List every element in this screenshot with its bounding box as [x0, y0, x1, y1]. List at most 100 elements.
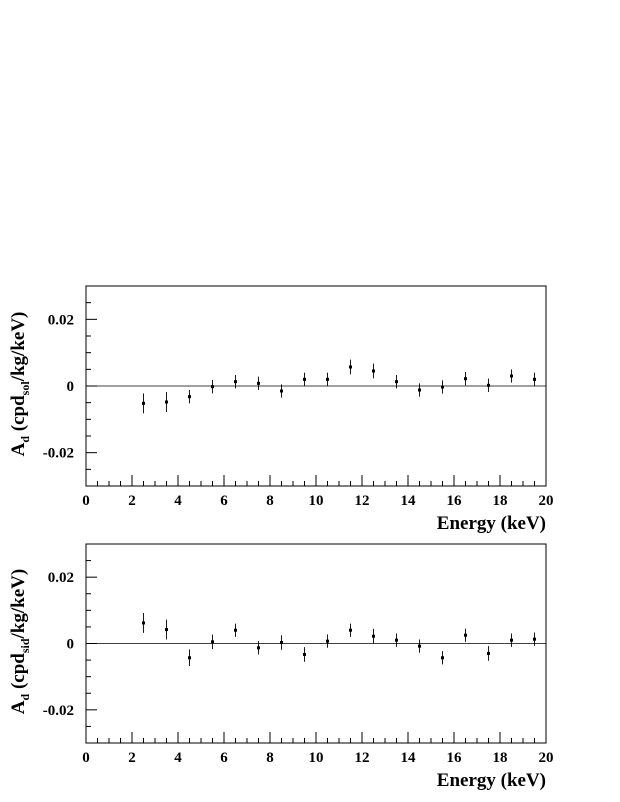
x-axis-title: Energy (keV)	[437, 513, 546, 534]
y-tick-label: 0.02	[48, 312, 74, 328]
y-axis-title-subscript: sol	[18, 381, 32, 396]
data-marker	[487, 651, 490, 655]
data-point	[372, 363, 375, 379]
data-marker	[464, 377, 467, 381]
data-marker	[142, 621, 145, 625]
x-tick-label: 8	[266, 750, 274, 766]
x-tick-label: 4	[174, 750, 182, 766]
data-marker	[372, 634, 375, 638]
x-tick-label: 2	[128, 750, 136, 766]
data-point	[142, 612, 145, 633]
x-tick-label: 14	[401, 493, 417, 509]
data-marker	[395, 638, 398, 642]
data-point	[326, 634, 329, 648]
x-tick-label: 0	[82, 493, 90, 509]
x-tick-label: 10	[309, 750, 324, 766]
chart-panel-2: 0 2 4 6 8 10 12 14 16 18 20 -0.02 0 0.02 Energy (keV) A…	[8, 543, 554, 791]
data-point	[188, 390, 191, 404]
data-point	[280, 384, 283, 398]
data-marker	[418, 644, 421, 648]
data-point	[280, 635, 283, 650]
data-marker	[349, 365, 352, 369]
x-tick-label: 6	[220, 750, 228, 766]
data-point	[487, 378, 490, 392]
data-marker	[211, 640, 214, 644]
data-point	[234, 623, 237, 637]
data-point	[441, 380, 444, 394]
data-point	[395, 633, 398, 647]
data-point	[142, 393, 145, 414]
data-point	[395, 375, 398, 389]
x-tick-label: 4	[174, 493, 182, 509]
y-tick-label: 0	[67, 637, 75, 653]
y-tick-label: 0	[67, 379, 75, 395]
data-point	[487, 646, 490, 661]
y-axis-title: Ad (cpdsol/kg/keV)	[8, 312, 32, 457]
x-tick-label: 6	[220, 493, 228, 509]
data-marker	[418, 388, 421, 392]
x-tick-label: 2	[128, 493, 136, 509]
x-tick-label: 12	[355, 493, 370, 509]
data-marker	[257, 646, 260, 650]
data-point	[211, 634, 214, 650]
y-tick-label: -0.02	[43, 446, 74, 462]
data-marker	[510, 638, 513, 642]
data-point	[464, 628, 467, 642]
x-tick-label: 20	[539, 750, 554, 766]
data-point	[326, 372, 329, 386]
y-axis-title-part: /kg/keV)	[8, 312, 29, 383]
data-point	[165, 619, 168, 640]
data-point	[418, 639, 421, 653]
x-tick-label: 20	[539, 493, 554, 509]
data-point	[533, 632, 536, 646]
data-point	[510, 369, 513, 383]
x-axis-title: Energy (keV)	[437, 770, 546, 791]
x-tick-label: 18	[493, 493, 508, 509]
x-tick-label: 10	[309, 493, 324, 509]
data-point	[257, 376, 260, 390]
y-axis-title-subscript: sid	[18, 638, 32, 653]
data-marker	[165, 628, 168, 632]
data-point	[441, 651, 444, 665]
data-marker	[395, 380, 398, 384]
data-point	[349, 359, 352, 375]
data-marker	[188, 395, 191, 399]
x-tick-label: 8	[266, 493, 274, 509]
data-marker	[510, 374, 513, 378]
data-point	[211, 380, 214, 394]
data-marker	[487, 383, 490, 387]
chart-panel-1: 0 2 4 6 8 10 12 14 16 18 20 -0.02 0 0.02 Energy (keV) A…	[8, 285, 554, 534]
x-tick-label: 16	[447, 750, 463, 766]
data-marker	[211, 385, 214, 389]
y-axis-title-subscript: d	[18, 436, 32, 443]
y-axis-title-part: (cpd	[8, 395, 29, 436]
data-point	[533, 372, 536, 386]
data-point	[464, 372, 467, 386]
data-marker	[441, 385, 444, 389]
x-tick-label: 16	[447, 493, 463, 509]
y-tick-label: -0.02	[43, 703, 74, 719]
y-axis-title-part: A	[8, 700, 29, 714]
data-marker	[441, 656, 444, 660]
data-marker	[533, 377, 536, 381]
y-axis-title-part: A	[8, 442, 29, 456]
data-marker	[464, 633, 467, 637]
data-marker	[188, 656, 191, 660]
data-point	[188, 649, 191, 667]
data-marker	[234, 380, 237, 384]
y-axis-title: Ad (cpdsid/kg/keV)	[8, 569, 32, 714]
y-tick-label: 0.02	[48, 570, 74, 586]
data-marker	[533, 637, 536, 641]
data-marker	[280, 641, 283, 645]
y-axis-title-subscript: d	[18, 693, 32, 700]
data-point	[510, 633, 513, 647]
data-point	[303, 647, 306, 662]
data-marker	[165, 400, 168, 404]
data-point	[303, 372, 306, 386]
data-marker	[280, 389, 283, 393]
data-point	[349, 623, 352, 637]
data-point	[234, 375, 237, 389]
data-point	[418, 383, 421, 397]
x-tick-label: 12	[355, 750, 370, 766]
